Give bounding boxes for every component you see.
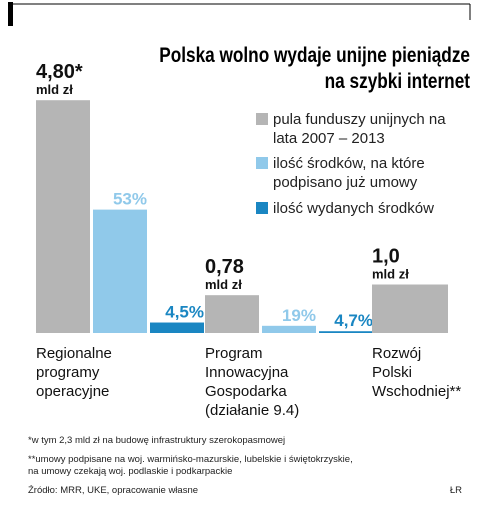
bar (262, 325, 316, 333)
category-label: Program (205, 345, 263, 362)
category-label: Wschodniej** (372, 383, 461, 400)
category-label: Rozwój (372, 345, 421, 362)
category-label: (działanie 9.4) (205, 402, 299, 419)
bar (319, 331, 373, 333)
value-label: 1,0 (372, 246, 400, 268)
value-label: 4,80* (36, 61, 83, 83)
legend-label: pula funduszy unijnych na lata 2007 – 20… (273, 111, 446, 147)
bar (150, 322, 204, 333)
value-label: 53% (113, 190, 147, 209)
legend-swatch (256, 202, 268, 214)
value-label: 4,7% (334, 311, 373, 330)
unit-label: mld zł (205, 277, 242, 292)
chart-title: Polska wolno wydaje unijne pieniądze (159, 45, 470, 68)
footnote: *w tym 2,3 mld zł na budowę infrastruktu… (28, 435, 285, 446)
footnote: **umowy podpisane na woj. warmińsko-mazu… (28, 454, 353, 465)
category-label: Innowacyjna (205, 364, 289, 381)
value-label: 4,5% (165, 303, 204, 322)
bar (205, 295, 259, 333)
bar (36, 100, 90, 333)
category-label: Regionalne (36, 345, 112, 362)
legend-label: ilość środków, na które podpisano już um… (273, 155, 425, 191)
value-label: 19% (282, 306, 316, 325)
chart-title: na szybki internet (325, 71, 471, 94)
frame-corner (8, 2, 13, 26)
footnote: na umowy czekają woj. podlaskie i podkar… (28, 466, 232, 477)
source: Źródło: MRR, UKE, opracowanie własne (28, 485, 198, 496)
legend-swatch (256, 157, 268, 169)
category-label: Gospodarka (205, 383, 287, 400)
unit-label: mld zł (372, 267, 409, 282)
bar (372, 284, 448, 333)
category-label: operacyjne (36, 383, 109, 400)
legend-swatch (256, 113, 268, 125)
bar (93, 209, 147, 333)
title-group: Polska wolno wydaje unijne pieniądze na … (159, 45, 470, 94)
category-label: programy (36, 364, 100, 381)
category-label: Polski (372, 364, 412, 381)
credit: ŁR (450, 485, 462, 496)
unit-label: mld zł (36, 82, 73, 97)
legend-label: ilość wydanych środków (273, 200, 434, 217)
value-label: 0,78 (205, 256, 244, 278)
